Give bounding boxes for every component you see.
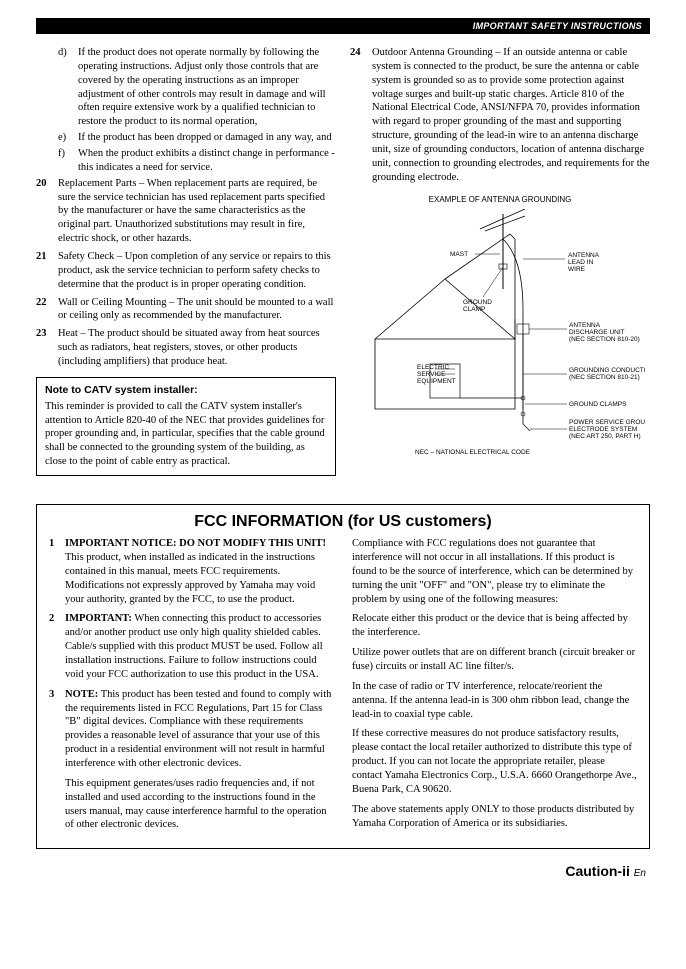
item-text: Outdoor Antenna Grounding – If an outsid… — [372, 46, 650, 185]
svg-text:GROUND: GROUND — [463, 299, 492, 306]
item-24: 24 Outdoor Antenna Grounding – If an out… — [350, 46, 650, 185]
catv-note-body: This reminder is provided to call the CA… — [45, 400, 327, 469]
fcc-item: 2IMPORTANT: When connecting this product… — [49, 612, 334, 681]
item-number: 20 — [36, 177, 58, 246]
catv-note-box: Note to CATV system installer: This remi… — [36, 377, 336, 476]
safety-item: 20Replacement Parts – When replacement p… — [36, 177, 336, 246]
sub-text: If the product has been dropped or damag… — [78, 131, 332, 145]
sub-text: If the product does not operate normally… — [78, 46, 336, 129]
item-text: Replacement Parts – When replacement par… — [58, 177, 336, 246]
fcc-paragraph: The above statements apply ONLY to those… — [352, 803, 637, 831]
svg-text:LEAD IN: LEAD IN — [568, 259, 594, 266]
header-bar: IMPORTANT SAFETY INSTRUCTIONS — [36, 18, 650, 34]
item-number: 24 — [350, 46, 372, 185]
fcc-paragraph: If these corrective measures do not prod… — [352, 727, 637, 796]
fcc-item: 1IMPORTANT NOTICE: DO NOT MODIFY THIS UN… — [49, 537, 334, 606]
safety-item: 21Safety Check – Upon completion of any … — [36, 250, 336, 292]
fcc-paragraph: Compliance with FCC regulations does not… — [352, 537, 637, 606]
diagram-caption: EXAMPLE OF ANTENNA GROUNDING — [350, 195, 650, 206]
sub-item: f)When the product exhibits a distinct c… — [58, 147, 336, 175]
fcc-text: IMPORTANT NOTICE: DO NOT MODIFY THIS UNI… — [65, 537, 334, 606]
fcc-item: 3NOTE: This product has been tested and … — [49, 688, 334, 833]
fcc-text: IMPORTANT: When connecting this product … — [65, 612, 334, 681]
item-text: Wall or Ceiling Mounting – The unit shou… — [58, 296, 336, 324]
page-footer: Caution-ii En — [36, 863, 650, 879]
safety-item: 23Heat – The product should be situated … — [36, 327, 336, 369]
svg-text:NEC – NATIONAL ELECTRICAL CODE: NEC – NATIONAL ELECTRICAL CODE — [415, 449, 531, 456]
svg-text:POWER SERVICE GROUNDING: POWER SERVICE GROUNDING — [569, 419, 645, 426]
svg-text:EQUIPMENT: EQUIPMENT — [417, 378, 456, 385]
item-number: 23 — [36, 327, 58, 369]
svg-text:(NEC SECTION 810-20): (NEC SECTION 810-20) — [569, 336, 640, 343]
safety-item: 22Wall or Ceiling Mounting – The unit sh… — [36, 296, 336, 324]
antenna-grounding-diagram: MAST ANTENNA LEAD IN WIRE GROUND CLAMP A… — [355, 209, 645, 469]
sub-letter: d) — [58, 46, 78, 129]
svg-text:WIRE: WIRE — [568, 266, 586, 273]
right-column: 24 Outdoor Antenna Grounding – If an out… — [350, 46, 650, 476]
svg-text:(NEC SECTION 810-21): (NEC SECTION 810-21) — [569, 374, 640, 381]
item-number: 21 — [36, 250, 58, 292]
fcc-num: 1 — [49, 537, 65, 606]
fcc-num: 3 — [49, 688, 65, 833]
item-text: Safety Check – Upon completion of any se… — [58, 250, 336, 292]
svg-text:GROUNDING CONDUCTORS: GROUNDING CONDUCTORS — [569, 367, 645, 374]
sub-letter: e) — [58, 131, 78, 145]
left-column: d)If the product does not operate normal… — [36, 46, 336, 476]
svg-text:ELECTRIC: ELECTRIC — [417, 364, 449, 371]
fcc-paragraph: Utilize power outlets that are on differ… — [352, 646, 637, 674]
svg-text:(NEC ART 250, PART H): (NEC ART 250, PART H) — [569, 433, 641, 440]
item-text: Heat – The product should be situated aw… — [58, 327, 336, 369]
item-number: 22 — [36, 296, 58, 324]
fcc-box: FCC INFORMATION (for US customers) 1IMPO… — [36, 504, 650, 849]
svg-text:MAST: MAST — [450, 251, 468, 258]
fcc-title: FCC INFORMATION (for US customers) — [49, 513, 637, 531]
fcc-text: NOTE: This product has been tested and f… — [65, 688, 334, 833]
sub-item: d)If the product does not operate normal… — [58, 46, 336, 129]
fcc-paragraph: Relocate either this product or the devi… — [352, 612, 637, 640]
main-columns: d)If the product does not operate normal… — [36, 46, 650, 476]
svg-text:ELECTRODE SYSTEM: ELECTRODE SYSTEM — [569, 426, 637, 433]
svg-text:ANTENNA: ANTENNA — [569, 322, 601, 329]
fcc-right: Compliance with FCC regulations does not… — [352, 537, 637, 838]
svg-text:SERVICE: SERVICE — [417, 371, 446, 378]
svg-text:ANTENNA: ANTENNA — [568, 252, 600, 259]
sub-text: When the product exhibits a distinct cha… — [78, 147, 336, 175]
fcc-paragraph: In the case of radio or TV interference,… — [352, 680, 637, 722]
svg-text:CLAMP: CLAMP — [463, 306, 485, 313]
sub-letter: f) — [58, 147, 78, 175]
fcc-left: 1IMPORTANT NOTICE: DO NOT MODIFY THIS UN… — [49, 537, 334, 838]
fcc-num: 2 — [49, 612, 65, 681]
svg-text:GROUND CLAMPS: GROUND CLAMPS — [569, 401, 627, 408]
sub-item: e)If the product has been dropped or dam… — [58, 131, 336, 145]
catv-note-title: Note to CATV system installer: — [45, 384, 327, 398]
svg-text:DISCHARGE UNIT: DISCHARGE UNIT — [569, 329, 625, 336]
